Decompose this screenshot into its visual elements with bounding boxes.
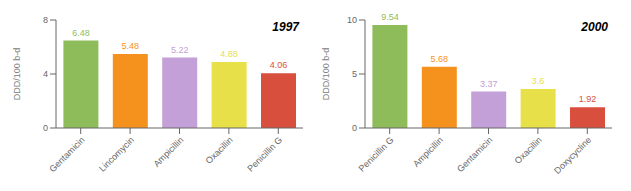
svg-text:Oxacillin: Oxacillin bbox=[204, 135, 235, 166]
svg-text:Gentamicin: Gentamicin bbox=[47, 135, 86, 174]
svg-text:4: 4 bbox=[43, 69, 48, 79]
svg-text:Ampicillin: Ampicillin bbox=[151, 135, 185, 169]
svg-text:8: 8 bbox=[43, 15, 48, 25]
svg-text:Oxacillin: Oxacillin bbox=[513, 135, 544, 166]
svg-text:DDD/100 b-d: DDD/100 b-d bbox=[321, 48, 331, 101]
svg-text:Ampicillin: Ampicillin bbox=[411, 135, 445, 169]
svg-text:5: 5 bbox=[352, 69, 357, 79]
svg-text:Lincomycin: Lincomycin bbox=[97, 135, 136, 174]
svg-text:DDD/100 b-d: DDD/100 b-d bbox=[12, 48, 22, 101]
svg-text:5.48: 5.48 bbox=[122, 41, 140, 51]
svg-text:Doxycycline: Doxycycline bbox=[552, 135, 593, 176]
svg-text:0: 0 bbox=[43, 123, 48, 133]
svg-text:10: 10 bbox=[347, 15, 357, 25]
svg-text:Penicillin G: Penicillin G bbox=[357, 135, 396, 174]
svg-text:4.06: 4.06 bbox=[270, 60, 288, 70]
html-text:2000: 2000 bbox=[581, 20, 608, 34]
svg-text:5.68: 5.68 bbox=[431, 54, 449, 64]
svg-text:5.22: 5.22 bbox=[171, 45, 189, 55]
svg-text:6.48: 6.48 bbox=[72, 28, 90, 38]
svg-text:1.92: 1.92 bbox=[579, 94, 597, 104]
svg-text:3.37: 3.37 bbox=[480, 79, 498, 89]
svg-text:Gentamicin: Gentamicin bbox=[455, 135, 494, 174]
svg-text:9.54: 9.54 bbox=[381, 12, 399, 22]
svg-text:0: 0 bbox=[352, 123, 357, 133]
svg-text:4.88: 4.88 bbox=[220, 49, 238, 59]
svg-text:3.6: 3.6 bbox=[532, 76, 545, 86]
html-text:1997: 1997 bbox=[272, 20, 299, 34]
svg-text:Penicillin G: Penicillin G bbox=[245, 135, 284, 174]
